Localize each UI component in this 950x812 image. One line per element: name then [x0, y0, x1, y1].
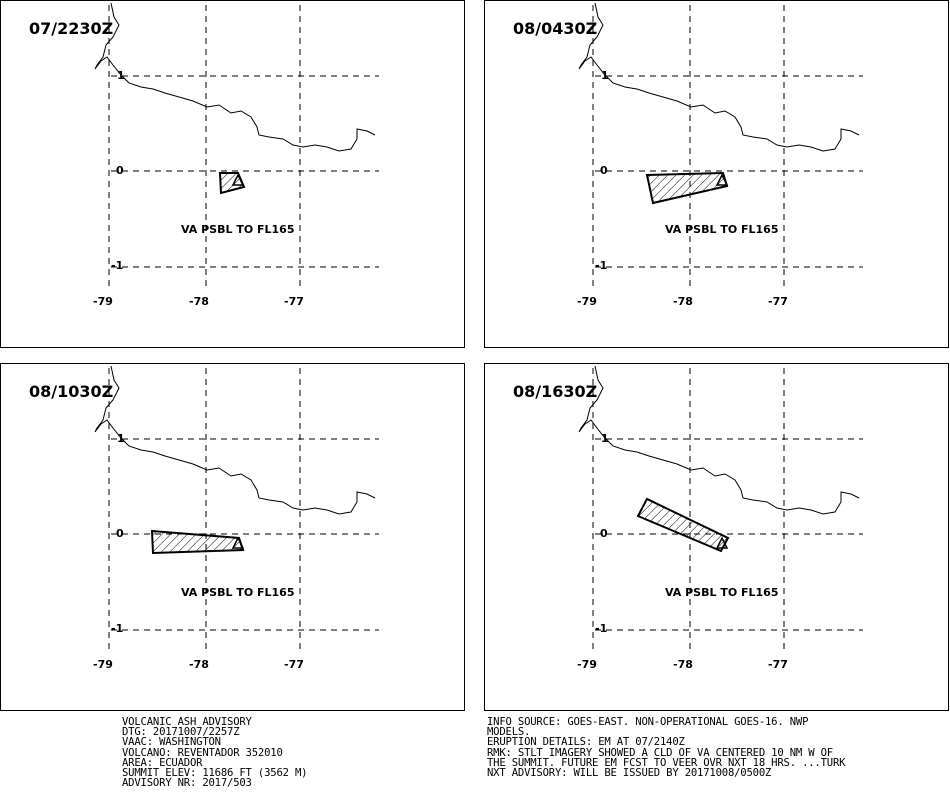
longitude-tick-label: -78 — [673, 295, 693, 308]
latitude-tick-label: 0 — [600, 527, 608, 540]
map-graphic — [94, 365, 379, 654]
longitude-tick-label: -78 — [189, 658, 209, 671]
advisory-line: MODELS. — [487, 726, 531, 739]
advisory-header: VOLCANIC ASH ADVISORY DTG: 20171007/2257… — [122, 716, 308, 790]
longitude-tick-label: -77 — [284, 658, 304, 671]
advisory-line: DTG: 20171007/2257Z — [122, 726, 240, 739]
panel-time-title: 08/0430Z — [513, 19, 598, 38]
latitude-tick-label: 1 — [117, 69, 125, 82]
map-graphic — [578, 365, 863, 654]
longitude-tick-label: -79 — [577, 295, 597, 308]
advisory-line: VAAC: WASHINGTON — [122, 736, 221, 749]
volcano-marker — [231, 173, 245, 186]
advisory-line: NXT ADVISORY: WILL BE ISSUED BY 20171008… — [487, 767, 772, 780]
longitude-tick-label: -79 — [93, 658, 113, 671]
latitude-tick-label: 0 — [116, 164, 124, 177]
map-panel-3: 08/1030Z VA PSBL TO FL165 1 0 -1 -79 -78 -77 — [0, 363, 465, 711]
longitude-tick-label: -77 — [768, 295, 788, 308]
longitude-tick-label: -79 — [577, 658, 597, 671]
latitude-tick-label: -1 — [111, 259, 124, 272]
va-label: VA PSBL TO FL165 — [665, 223, 779, 236]
advisory-line: RMK: STLT IMAGERY SHOWED A CLD OF VA CEN… — [487, 746, 833, 759]
advisory-line: VOLCANO: REVENTADOR 352010 — [122, 746, 283, 759]
coastline — [578, 2, 860, 152]
map-panel-1: 07/2230Z VA PSBL TO FL165 1 0 -1 -79 -78 -77 — [0, 0, 465, 348]
advisory-line: THE SUMMIT. FUTURE EM FCST TO VEER OVR N… — [487, 756, 846, 769]
advisory-line: AREA: ECUADOR — [122, 756, 203, 769]
advisory-details: INFO SOURCE: GOES-EAST. NON-OPERATIONAL … — [487, 716, 846, 780]
va-label: VA PSBL TO FL165 — [181, 586, 295, 599]
coastline — [94, 365, 376, 515]
ash-polygon — [645, 171, 729, 205]
map-graphic — [94, 2, 379, 291]
ash-polygon — [218, 172, 246, 195]
panel-time-title: 08/1630Z — [513, 382, 598, 401]
va-label: VA PSBL TO FL165 — [181, 223, 295, 236]
panel-time-title: 08/1030Z — [29, 382, 114, 401]
map-graphic — [578, 2, 863, 291]
map-panel-4: 08/1630Z VA PSBL TO FL165 1 0 -1 -79 -78 -77 — [484, 363, 949, 711]
latitude-tick-label: 0 — [116, 527, 124, 540]
coastline — [578, 365, 860, 515]
advisory-line: VOLCANIC ASH ADVISORY — [122, 716, 252, 728]
latitude-tick-label: 1 — [117, 432, 125, 445]
latitude-tick-label: 1 — [601, 69, 609, 82]
latitude-tick-label: -1 — [595, 622, 608, 635]
advisory-line: SUMMIT ELEV: 11686 FT (3562 M) — [122, 767, 308, 780]
latitude-tick-label: 0 — [600, 164, 608, 177]
panel-time-title: 07/2230Z — [29, 19, 114, 38]
longitude-tick-label: -78 — [673, 658, 693, 671]
latitude-tick-label: -1 — [111, 622, 124, 635]
longitude-tick-label: -79 — [93, 295, 113, 308]
volcano-marker — [231, 536, 245, 549]
ash-polygon — [150, 529, 245, 555]
longitude-tick-label: -77 — [768, 658, 788, 671]
advisory-line: INFO SOURCE: GOES-EAST. NON-OPERATIONAL … — [487, 716, 809, 728]
volcano-marker — [715, 536, 729, 549]
latitude-tick-label: -1 — [595, 259, 608, 272]
ash-polygon — [636, 497, 730, 553]
va-label: VA PSBL TO FL165 — [665, 586, 779, 599]
volcano-marker — [715, 173, 729, 186]
latitude-tick-label: 1 — [601, 432, 609, 445]
advisory-line: ADVISORY NR: 2017/503 — [122, 777, 252, 790]
longitude-tick-label: -77 — [284, 295, 304, 308]
coastline — [94, 2, 376, 152]
advisory-line: ERUPTION DETAILS: EM AT 07/2140Z — [487, 736, 685, 749]
longitude-tick-label: -78 — [189, 295, 209, 308]
map-panel-2: 08/0430Z VA PSBL TO FL165 1 0 -1 -79 -78 -77 — [484, 0, 949, 348]
